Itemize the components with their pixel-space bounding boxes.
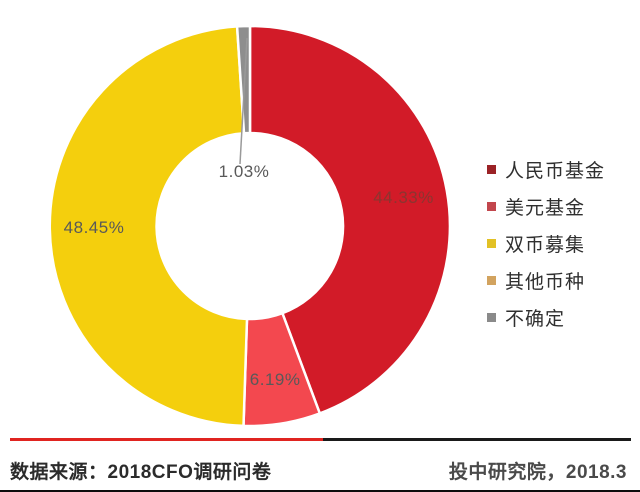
credit-note: 投中研究院，2018.3: [448, 462, 627, 483]
pie-slice-2: [48, 25, 249, 428]
slice-label-2: 48.45%: [63, 218, 125, 238]
legend-swatch-icon: [487, 202, 496, 211]
slice-label-1: 6.19%: [249, 369, 301, 389]
legend-label: 不确定: [505, 309, 566, 330]
divider-red-segment: [10, 438, 323, 441]
source-note: 数据来源：2018CFO调研问卷: [10, 462, 272, 483]
divider-line: [10, 438, 631, 441]
legend-swatch-icon: [487, 239, 496, 248]
legend-swatch-icon: [487, 165, 496, 174]
legend-item-2: 双币募集: [487, 225, 605, 262]
legend-item-4: 不确定: [487, 299, 605, 336]
legend: 人民币基金美元基金双币募集其他币种不确定: [487, 151, 605, 336]
legend-item-1: 美元基金: [487, 188, 605, 225]
legend-item-0: 人民币基金: [487, 151, 605, 188]
legend-label: 其他币种: [505, 272, 586, 293]
legend-label: 美元基金: [505, 198, 586, 219]
slice-label-4: 1.03%: [218, 162, 270, 181]
legend-swatch-icon: [487, 313, 496, 322]
pie-slice-0: [248, 24, 452, 415]
legend-label: 人民币基金: [505, 161, 606, 182]
legend-swatch-icon: [487, 276, 496, 285]
slice-label-0: 44.33%: [373, 188, 434, 208]
leader-line: [239, 37, 248, 165]
legend-item-3: 其他币种: [487, 262, 605, 299]
divider-black-segment: [323, 438, 631, 441]
bottom-border-line: [0, 490, 640, 492]
legend-label: 双币募集: [505, 235, 586, 256]
